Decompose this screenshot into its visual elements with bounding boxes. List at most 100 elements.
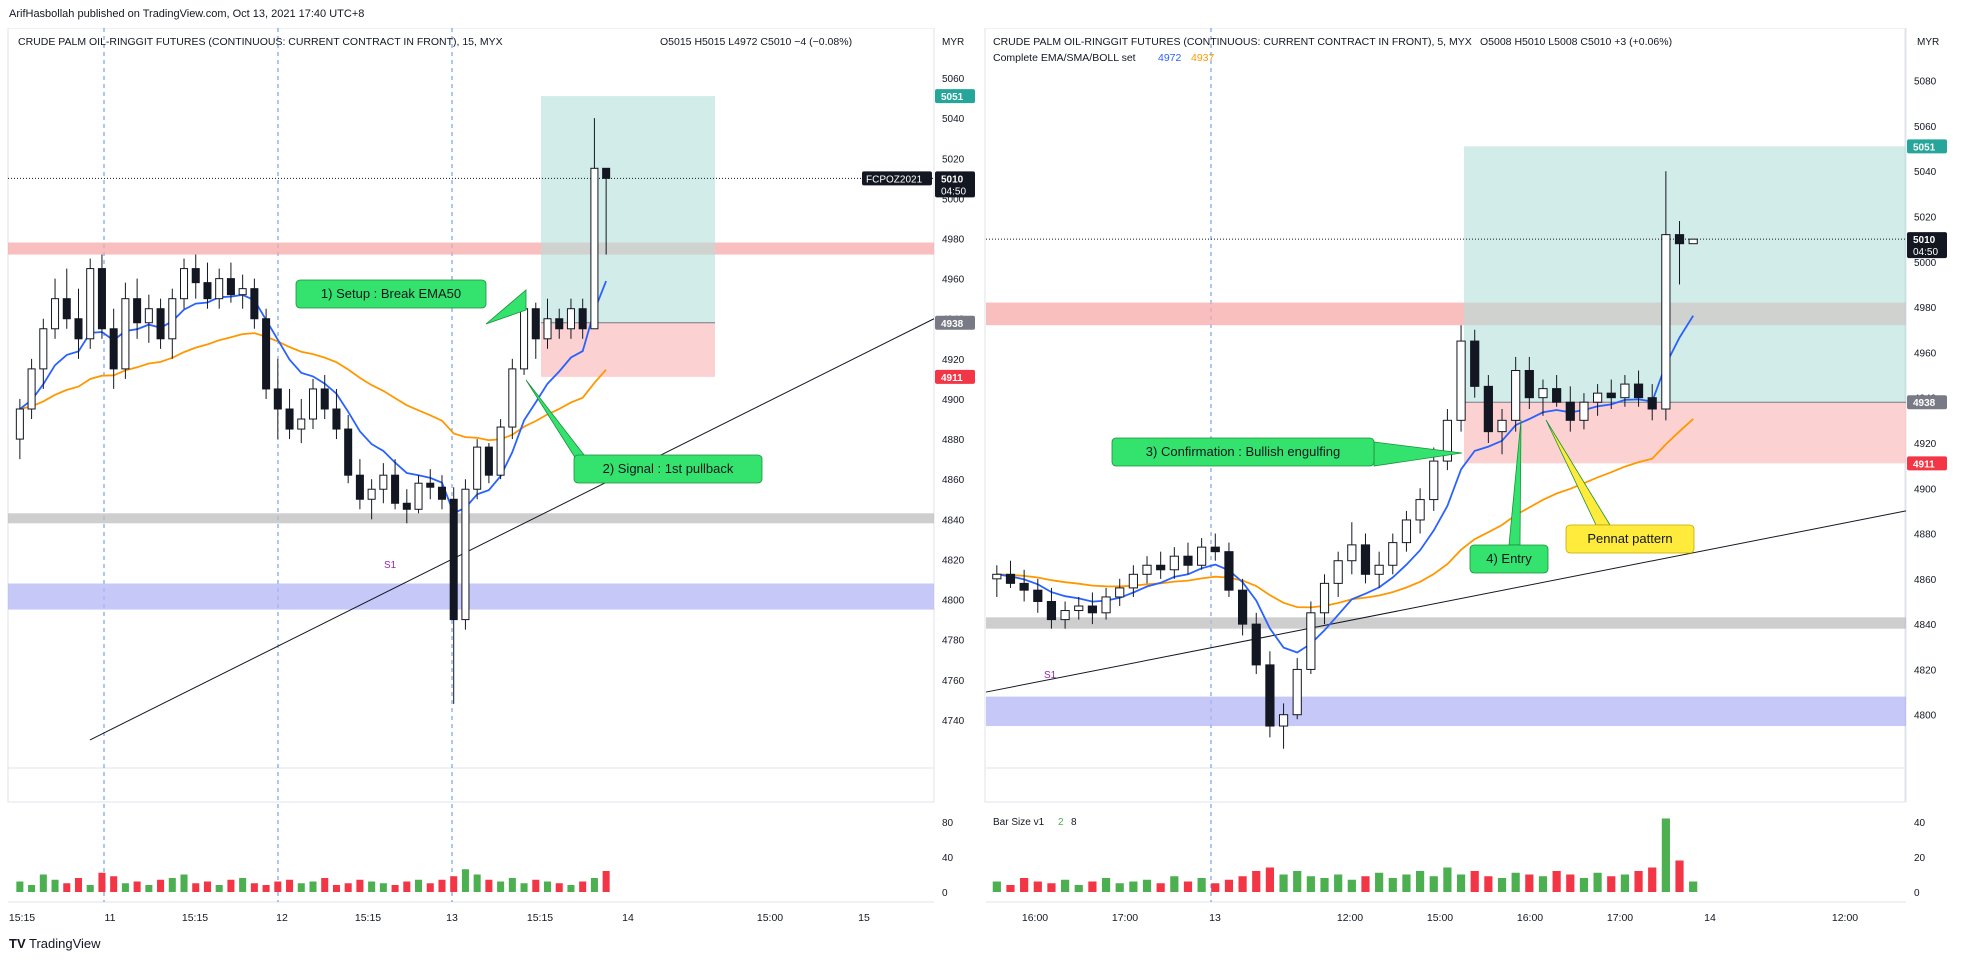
candle	[1606, 392, 1616, 399]
price-tick-label: 5040	[942, 114, 965, 125]
candle	[156, 308, 165, 340]
volume-bar	[1593, 872, 1602, 892]
candle	[285, 408, 294, 430]
left-chart-title: CRUDE PALM OIL-RINGGIT FUTURES (CONTINUO…	[18, 36, 503, 48]
support-zone	[8, 513, 934, 524]
volume-bar	[1252, 871, 1261, 892]
right-price-pane[interactable]: 3) Confirmation : Bullish engulfing 4) En…	[985, 28, 1907, 903]
candle	[51, 298, 60, 330]
publish-info: ArifHasbollah published on TradingView.c…	[9, 8, 365, 20]
candle	[262, 318, 271, 390]
right-ohlc-readout: O5008 H5010 L5008 C5010 +3 (+0.06%)	[1480, 36, 1672, 48]
price-tick-label: 5040	[1914, 167, 1937, 178]
volume-bar	[1170, 876, 1179, 892]
candle	[520, 308, 529, 370]
candle	[1565, 401, 1575, 421]
trendline	[985, 510, 1907, 693]
candle	[543, 318, 552, 340]
symbol-tag-label: FCPOZ2021	[866, 174, 923, 185]
volume-bar	[192, 883, 200, 892]
right-currency-label: MYR	[1917, 37, 1939, 48]
time-tick-label: 15:00	[1427, 912, 1453, 924]
candle	[1292, 668, 1302, 716]
volume-tick-label: 0	[942, 888, 948, 899]
volume-bar	[532, 879, 540, 892]
candle	[367, 488, 376, 500]
volume-bar	[1497, 878, 1507, 892]
volume-bar	[1634, 871, 1643, 892]
candle	[109, 328, 118, 370]
candle	[555, 318, 564, 330]
candle	[379, 474, 388, 490]
volume-bar	[250, 883, 258, 892]
candle	[1442, 419, 1453, 462]
candle	[1483, 385, 1493, 433]
left-price-axis[interactable]: 8040050605040502050004980496049404920490…	[935, 74, 975, 899]
candle	[273, 388, 282, 410]
candle	[1265, 664, 1275, 727]
time-tick-label: 17:00	[1112, 912, 1138, 924]
left-price-pane[interactable]: FCPOZ2021 1) Setup : Break EMA50 2) Signal…	[8, 28, 935, 903]
volume-bar	[332, 885, 340, 892]
volume-bar	[543, 881, 552, 892]
time-tick-label: 15:15	[355, 912, 381, 924]
volume-bar	[1047, 883, 1056, 892]
candle	[1497, 419, 1507, 433]
volume-bar	[1511, 872, 1520, 892]
candle	[1661, 234, 1671, 410]
volume-bar	[309, 881, 317, 892]
price-badge	[1907, 456, 1947, 471]
callout-label: 1) Setup : Break EMA50	[321, 286, 461, 301]
volume-bar	[297, 883, 305, 892]
volume-tick-label: 40	[942, 853, 954, 864]
price-tick-label: 5080	[1914, 77, 1937, 88]
candle	[320, 388, 329, 410]
candle	[1633, 383, 1644, 399]
price-tick-label: 5000	[942, 194, 965, 205]
candle	[39, 328, 48, 370]
time-tick-label: 12	[276, 912, 288, 924]
left-time-axis[interactable]: 15:15 11 15:15 12 15:15 13 15:15 14 15:00 15	[9, 912, 870, 924]
candle	[344, 428, 353, 476]
candle	[168, 298, 177, 340]
price-tick-label: 4880	[942, 435, 965, 446]
volume-bar	[1566, 874, 1575, 892]
candle	[1306, 612, 1316, 670]
tradingview-logo[interactable]: TV TradingView	[9, 936, 101, 951]
volume-bar	[51, 879, 59, 892]
volume-bar	[426, 883, 434, 892]
right-indicator-value-fast: 4972	[1158, 52, 1182, 64]
candle	[1511, 370, 1521, 421]
price-badge-label: 4911	[1913, 459, 1935, 470]
price-badge-label: 4938	[1913, 398, 1936, 409]
candle	[1060, 610, 1070, 621]
volume-bar	[579, 881, 587, 892]
volume-bar	[602, 871, 610, 892]
candle	[1128, 573, 1138, 589]
candle	[1183, 555, 1193, 566]
support-zone	[986, 696, 1906, 727]
candle	[590, 167, 599, 330]
price-badge-countdown: 04:50	[1913, 247, 1938, 258]
time-tick-label: 16:00	[1517, 912, 1543, 924]
callout-box	[1111, 437, 1375, 467]
volume-bar	[1238, 876, 1247, 892]
right-time-axis[interactable]: 16:00 17:00 13 12:00 15:00 16:00 17:00 14 12:00	[1022, 912, 1858, 924]
volume-bar	[16, 881, 24, 892]
right-price-axis[interactable]: 4020050805060504050205000498049604940492…	[1907, 77, 1947, 899]
left-ohlc-readout: O5015 H5015 L4972 C5010 −4 (−0.08%)	[660, 36, 852, 48]
callout-box	[295, 279, 487, 309]
left-currency-label: MYR	[942, 37, 964, 48]
volume-bar	[438, 879, 446, 892]
price-tick-label: 4920	[1914, 439, 1937, 450]
price-badge-label: 5010	[1913, 235, 1936, 246]
volume-tick-label: 20	[1914, 853, 1926, 864]
volume-bar	[274, 881, 282, 892]
volume-bar	[1006, 885, 1015, 892]
time-tick-label: 12:00	[1832, 912, 1858, 924]
price-tick-label: 4780	[942, 636, 965, 647]
volume-bar	[497, 881, 505, 892]
volume-bar	[157, 879, 165, 892]
volume-bar	[1197, 878, 1206, 892]
candle	[297, 418, 306, 430]
